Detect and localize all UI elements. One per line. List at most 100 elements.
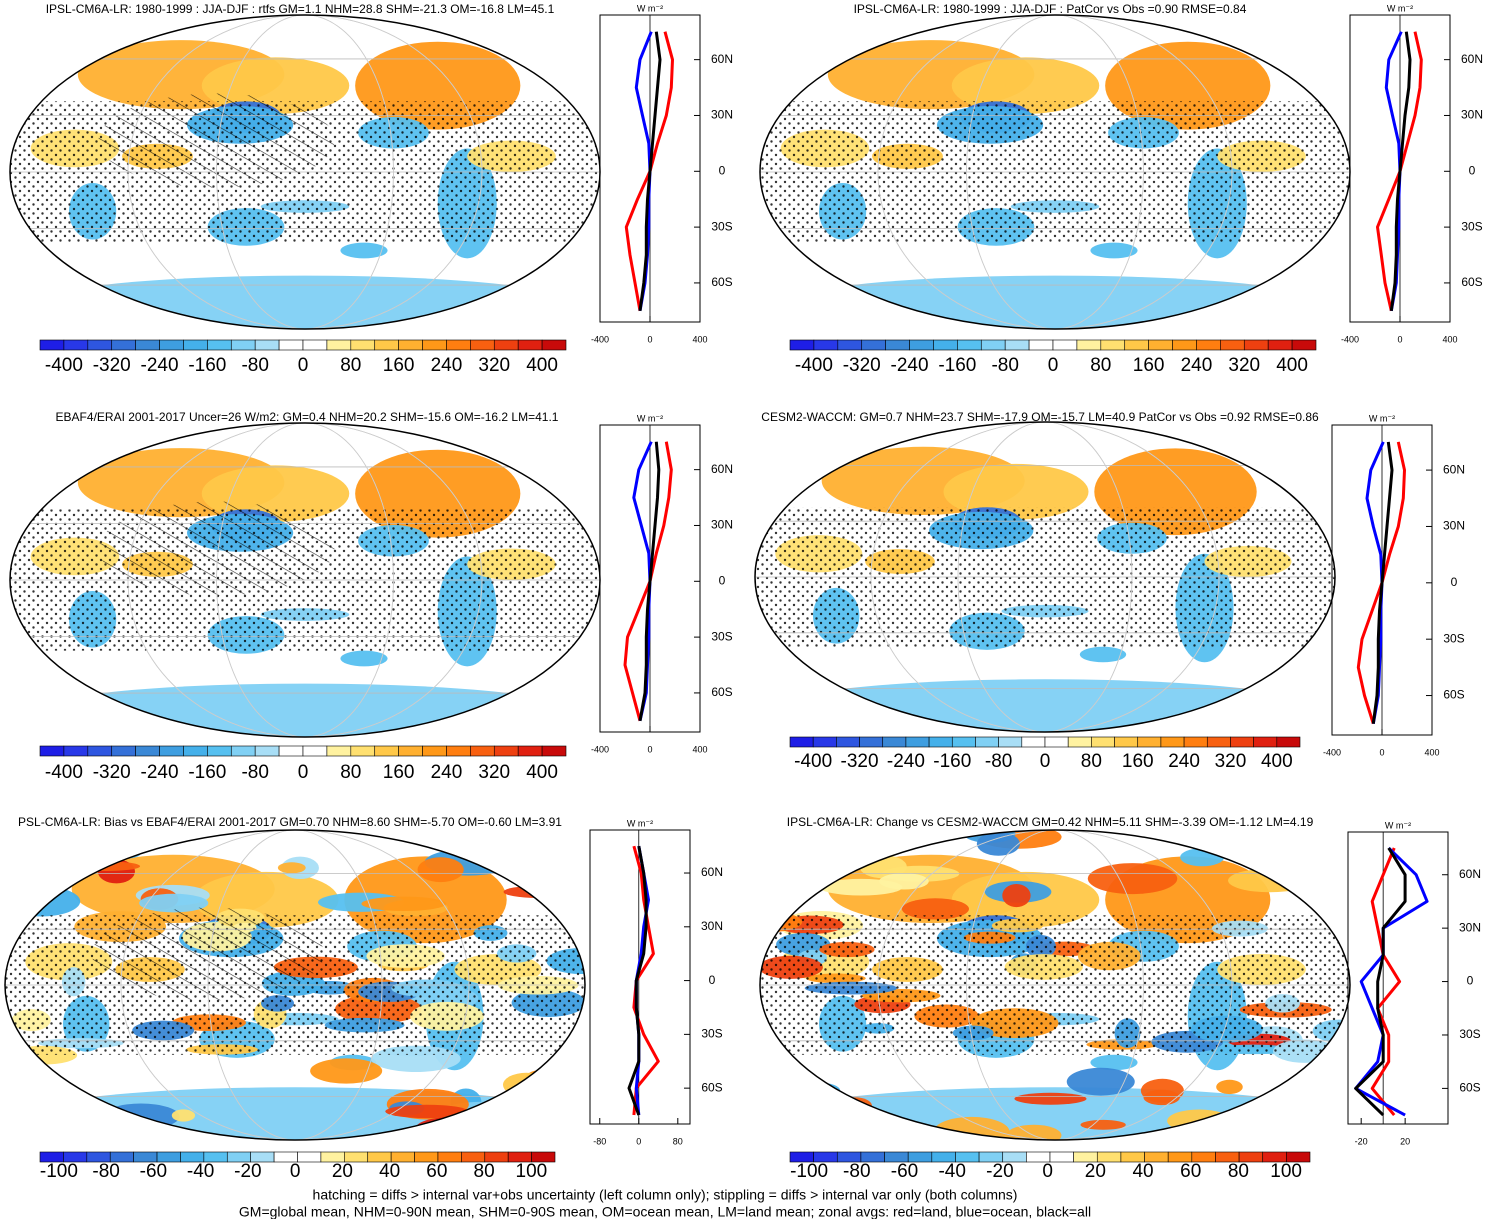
- field-blob: [502, 1072, 550, 1097]
- x-tick-label: 80: [673, 1136, 683, 1146]
- x-tick-label: 0: [647, 334, 652, 344]
- colorbar-tick-label: -20: [986, 1161, 1013, 1182]
- zonal-line: [627, 845, 648, 1116]
- field-blob: [340, 242, 388, 259]
- colorbar-box: [789, 736, 814, 748]
- field-blob: [171, 1109, 196, 1122]
- field-blob: [536, 1126, 585, 1138]
- field-blob: [1080, 1119, 1126, 1130]
- colorbar-box: [1253, 736, 1278, 748]
- colorbar-tick-label: 60: [1180, 1161, 1201, 1182]
- colorbar-tick-label: 0: [1040, 751, 1051, 772]
- colorbar-tick-label: 240: [1168, 751, 1200, 772]
- field-blob: [1233, 835, 1312, 852]
- hatching: [98, 93, 335, 188]
- colorbar-box: [398, 339, 423, 351]
- colorbar-box: [183, 339, 208, 351]
- profile-frame: [1347, 831, 1449, 1125]
- field-blob: [139, 893, 209, 913]
- x-tick-label: 0: [636, 1136, 641, 1146]
- field-blob: [5, 886, 81, 917]
- colorbar-box: [1100, 339, 1126, 351]
- x-tick-label: 0: [1397, 334, 1402, 344]
- colorbar-box: [326, 339, 352, 351]
- colorbar-tick-label: 80: [1228, 1161, 1249, 1182]
- x-tick-label: -400: [1323, 747, 1341, 757]
- hatching: [92, 907, 324, 1001]
- colorbar-tick-label: -400: [794, 751, 832, 772]
- colorbar-box: [297, 1151, 322, 1163]
- colorbar-box: [1276, 736, 1301, 748]
- zonal-line: [1354, 847, 1407, 1117]
- colorbar-tick-label: -80: [241, 762, 268, 783]
- colorbar-tick-label: -80: [985, 751, 1012, 772]
- colorbar-box: [859, 736, 884, 748]
- y-tick-label: 60N: [701, 865, 723, 879]
- unit-label: W m⁻²: [637, 413, 663, 423]
- colorbar-box: [446, 745, 471, 757]
- field-blob: [1066, 1067, 1135, 1096]
- unit-label: W m⁻²: [1385, 820, 1411, 830]
- colorbar-box: [1243, 339, 1269, 351]
- zonal-line: [1370, 847, 1402, 1117]
- map-field: [760, 15, 1350, 329]
- colorbar-tick-label: 80: [474, 1161, 495, 1182]
- colorbar-box: [1286, 1151, 1311, 1163]
- x-tick-label: 20: [1400, 1136, 1410, 1146]
- colorbar-box: [374, 339, 399, 351]
- map-meridian: [127, 15, 483, 329]
- colorbar-box: [183, 745, 208, 757]
- colorbar-tick-label: -320: [93, 762, 131, 783]
- x-tick-label: 400: [1424, 747, 1439, 757]
- field-blob: [1228, 868, 1312, 893]
- colorbar-box: [1220, 339, 1245, 351]
- field-blob: [789, 275, 1321, 329]
- field-blob: [1090, 242, 1138, 259]
- y-tick-label: 0: [709, 973, 716, 987]
- colorbar-box: [350, 745, 376, 757]
- colorbar-tick-label: 400: [526, 355, 558, 376]
- field-blob: [1172, 1123, 1246, 1139]
- field-blob: [73, 861, 141, 872]
- panel-title: IPSL-CM6A-LR: 1980-1999 : JJA-DJF : rtfs…: [46, 2, 555, 16]
- colorbar-box: [1044, 736, 1069, 748]
- colorbar-tick-label: -240: [887, 751, 925, 772]
- field-blob: [5, 1093, 36, 1125]
- panel-title: PSL-CM6A-LR: Bias vs EBAF4/ERAI 2001-201…: [18, 815, 562, 829]
- x-tick-label: -20: [1355, 1136, 1368, 1146]
- colorbar-box: [470, 745, 495, 757]
- colorbar-tick-label: 0: [290, 1161, 301, 1182]
- y-tick-label: 30N: [1443, 519, 1465, 533]
- colorbar-box: [1067, 736, 1092, 748]
- colorbar-box: [278, 745, 304, 757]
- map-field: [5, 830, 585, 1140]
- colorbar-box: [812, 736, 837, 748]
- map-meridian: [216, 15, 394, 329]
- field-blob: [277, 862, 306, 874]
- x-tick-label: -400: [591, 744, 609, 754]
- colorbar-tick-label: 80: [1090, 355, 1111, 376]
- colorbar-tick-label: -100: [40, 1161, 78, 1182]
- y-tick-label: 0: [1467, 974, 1474, 988]
- colorbar-tick-label: 80: [340, 762, 361, 783]
- field-blob: [760, 1083, 793, 1098]
- map-meridian: [870, 422, 1220, 732]
- colorbar-box: [1267, 339, 1293, 351]
- field-blob: [32, 1118, 123, 1130]
- zonal-line: [638, 441, 661, 722]
- field-blob: [1014, 1092, 1087, 1105]
- colorbar-box: [541, 745, 567, 757]
- y-tick-label: 60N: [711, 462, 733, 476]
- colorbar-box: [1196, 339, 1221, 351]
- colorbar-box: [159, 745, 184, 757]
- map-meridian: [966, 830, 1144, 1140]
- field-blob: [943, 463, 1089, 520]
- unit-label: W m⁻²: [637, 3, 663, 13]
- colorbar-tick-label: -80: [991, 355, 1018, 376]
- colorbar-box: [39, 745, 65, 757]
- colorbar-tick-label: 160: [1133, 355, 1165, 376]
- field-blob: [39, 275, 571, 329]
- colorbar-tick-label: -40: [938, 1161, 965, 1182]
- field-blob: [22, 832, 52, 856]
- colorbar-box: [1052, 339, 1078, 351]
